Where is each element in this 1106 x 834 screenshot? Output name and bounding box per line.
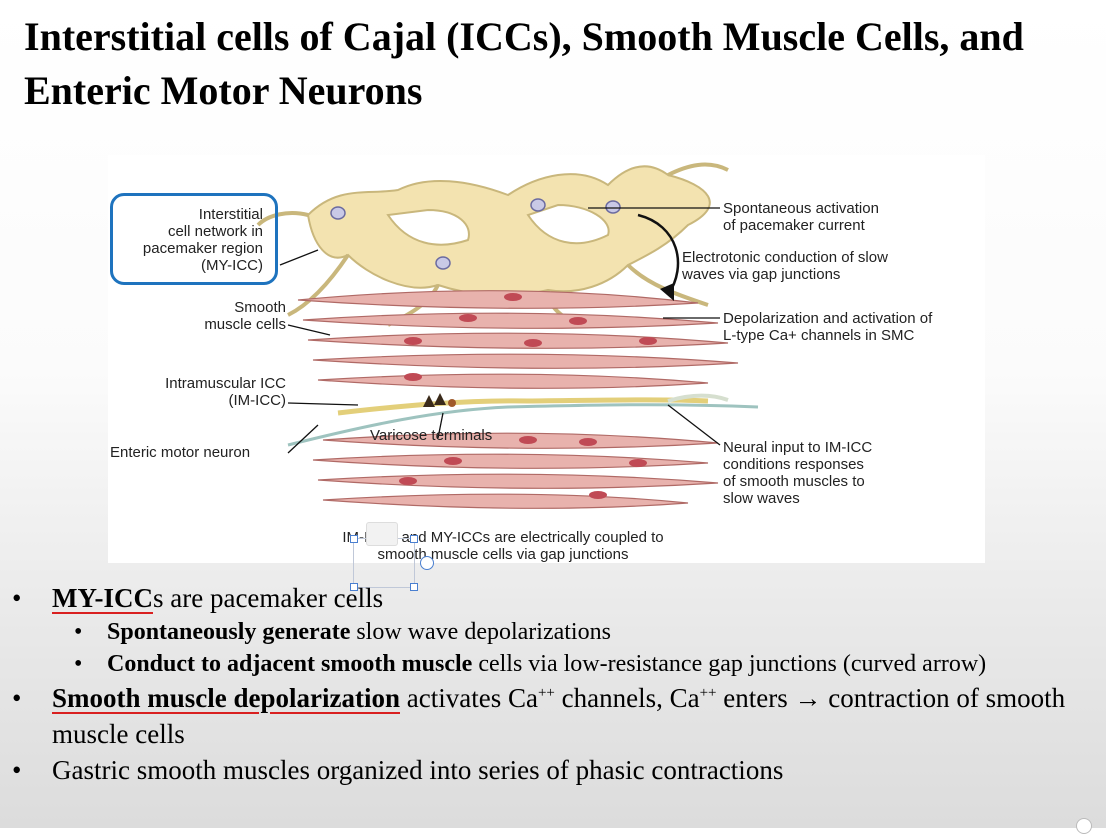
bullet-text: s are pacemaker cells: [153, 583, 384, 613]
superscript: ++: [537, 685, 555, 701]
varicose-terminals: [423, 393, 456, 407]
comment-icon[interactable]: [366, 522, 398, 546]
bullet-text: channels, Ca: [554, 683, 700, 713]
scroll-indicator[interactable]: [1076, 818, 1092, 834]
resize-handle[interactable]: [350, 583, 358, 591]
label-my-icc: Interstitial cell network in pacemaker r…: [142, 206, 263, 274]
bullet-icon: •: [12, 583, 22, 613]
sub-bullet-bold: Spontaneously generate: [107, 619, 351, 645]
resize-handle[interactable]: [410, 535, 418, 543]
sub-bullet-text: cells via low-resistance gap junctions (…: [472, 651, 987, 677]
bullet-text: contraction of smooth muscle cells: [52, 683, 1066, 749]
arrow-icon: →: [794, 683, 822, 713]
bullet-icon: •: [12, 683, 22, 713]
diagram-artwork: [256, 162, 759, 509]
rotate-handle-icon[interactable]: [420, 556, 434, 570]
term-my-icc: MY-ICC: [52, 583, 153, 613]
my-icc-highlight-box: Interstitial cell network in pacemaker r…: [110, 193, 278, 285]
resize-handle[interactable]: [410, 583, 418, 591]
bullet-icon: •: [12, 755, 22, 785]
label-electrotonic: Electrotonic conduction of slow waves vi…: [682, 249, 888, 283]
figure-caption: IM-ICCs and MY-ICCs are electrically cou…: [342, 529, 664, 563]
bullet-text: activates Ca: [400, 683, 538, 713]
label-smooth-muscle: Smooth muscle cells: [204, 299, 286, 333]
bullet-item: • Smooth muscle depolarization activates…: [12, 680, 1092, 752]
label-im-icc: Intramuscular ICC (IM-ICC): [165, 375, 286, 409]
resize-handle[interactable]: [350, 535, 358, 543]
label-enteric-neuron: Enteric motor neuron: [110, 444, 251, 461]
bullet-item: • MY-ICCs are pacemaker cells: [12, 580, 1092, 616]
label-depolarization: Depolarization and activation of L-type …: [723, 310, 933, 344]
im-icc-band: [287, 393, 759, 447]
icc-network: [256, 162, 729, 327]
icc-diagram: Interstitial cell network in pacemaker r…: [108, 155, 985, 563]
bullet-text: Gastric smooth muscles organized into se…: [52, 755, 784, 785]
term-smooth-muscle-depolarization: Smooth muscle depolarization: [52, 683, 400, 713]
bullet-item: • Gastric smooth muscles organized into …: [12, 752, 1092, 788]
sub-bullet-item: • Spontaneously generate slow wave depol…: [12, 616, 1092, 648]
slide-title: Interstitial cells of Cajal (ICCs), Smoo…: [24, 14, 1024, 113]
bullet-list: • MY-ICCs are pacemaker cells • Spontane…: [12, 580, 1092, 788]
smooth-muscle-nuclei: [399, 293, 657, 499]
bullet-icon: •: [74, 651, 83, 677]
sub-bullet-bold: Conduct to adjacent smooth muscle: [107, 651, 473, 677]
bullet-text: enters: [716, 683, 795, 713]
bullet-icon: •: [74, 619, 83, 645]
icc-nuclei: [330, 198, 621, 270]
label-spontaneous: Spontaneous activation of pacemaker curr…: [723, 200, 879, 234]
label-varicose: Varicose terminals: [370, 427, 493, 444]
label-neural-input: Neural input to IM-ICC conditions respon…: [723, 439, 873, 507]
curved-arrow-head: [660, 283, 674, 301]
leader-lines: [279, 207, 721, 454]
sub-bullet-text: slow wave depolarizations: [350, 619, 611, 645]
superscript: ++: [699, 685, 717, 701]
sub-bullet-item: • Conduct to adjacent smooth muscle cell…: [12, 648, 1092, 680]
